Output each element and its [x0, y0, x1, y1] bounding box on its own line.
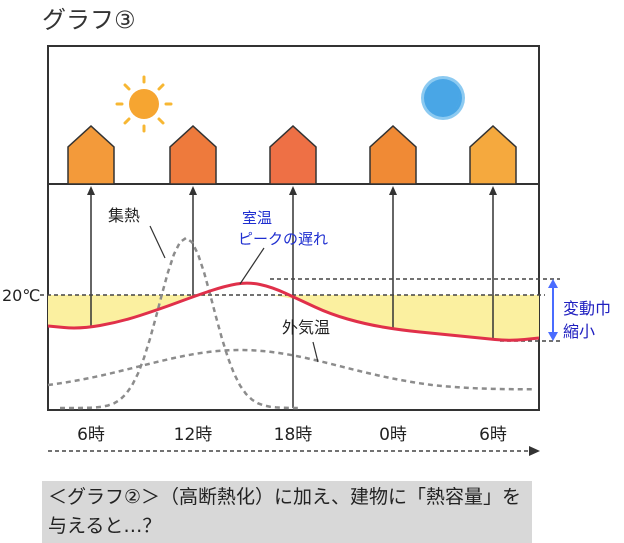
time-axis-arrowhead: [529, 446, 540, 456]
arrow-head: [289, 186, 297, 195]
x-tick-label: 6時: [479, 425, 507, 445]
room-temp-curve: [47, 281, 540, 342]
heat-collection-curve: [59, 236, 301, 410]
arrow-head: [489, 186, 497, 195]
room-temp-band: [48, 295, 539, 341]
house-icon: [469, 124, 517, 185]
label-twenty-c: 20℃: [2, 286, 40, 305]
label-range-2: 縮小: [563, 322, 595, 341]
x-axis-ticks: 6時 12時 18時 0時 6時: [77, 425, 507, 445]
moon-icon: [421, 76, 465, 120]
house-icon: [169, 124, 217, 185]
chart-frame: [47, 45, 540, 411]
house-icon: [269, 124, 317, 185]
sun-icon: [115, 75, 173, 133]
house-icon: [67, 124, 115, 185]
label-range-1: 変動巾: [563, 299, 611, 318]
caption-text: ＜グラフ②＞（高断熱化）に加え、建物に「熱容量」を与えると…？: [42, 481, 532, 543]
heat-arrows: [87, 186, 497, 408]
room-temp-leader: [239, 247, 265, 285]
x-tick-label: 6時: [77, 425, 105, 445]
arrow-head: [389, 186, 397, 195]
outside-temp-leader: [312, 341, 319, 363]
label-room-temp-1: 室温: [242, 209, 272, 227]
label-heat-collection: 集熱: [108, 206, 140, 225]
arrow-head: [189, 186, 197, 195]
chart-svg: 集熱 室温 ピークの遅れ 外気温 20℃ 変動巾 縮小 6時 12時 18時 0時 6時: [2, 45, 611, 456]
outside-temp-curve: [47, 348, 535, 391]
x-tick-label: 12時: [174, 425, 213, 445]
range-arrow: [548, 279, 558, 341]
house-icon: [369, 124, 417, 185]
label-outside-temp: 外気温: [282, 318, 330, 337]
houses-row: [67, 124, 517, 185]
x-tick-label: 18時: [274, 425, 313, 445]
arrow-head: [87, 186, 95, 195]
heat-leader: [149, 225, 166, 259]
page-title: グラフ③: [42, 6, 136, 34]
label-room-temp-2: ピークの遅れ: [238, 230, 328, 248]
x-tick-label: 0時: [379, 425, 407, 445]
